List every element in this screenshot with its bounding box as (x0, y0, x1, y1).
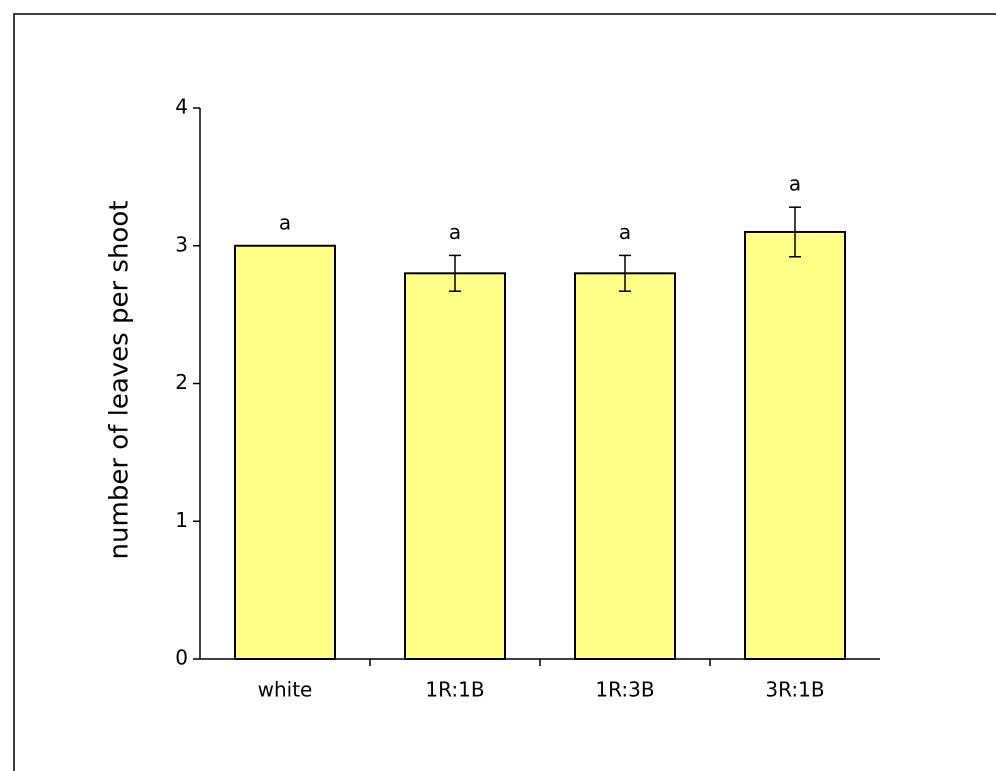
annotation: a (449, 220, 461, 244)
y-axis-title: number of leaves per shoot (105, 201, 135, 560)
x-tick-label: 1R:1B (425, 678, 484, 702)
y-tick-label: 2 (175, 370, 188, 394)
frame (13, 13, 996, 771)
y-tick-label: 3 (175, 232, 188, 256)
bar (574, 272, 676, 660)
y-tick-label: 0 (175, 646, 188, 670)
x-tick-label: white (258, 678, 313, 702)
y-tick-label: 4 (175, 95, 188, 119)
annotation: a (619, 220, 631, 244)
x-tick-label: 1R:3B (595, 678, 654, 702)
bar (744, 230, 846, 660)
bar (404, 272, 506, 660)
y-tick-label: 1 (175, 508, 188, 532)
x-tick-label: 3R:1B (765, 678, 824, 702)
annotation: a (789, 172, 801, 196)
annotation: a (279, 210, 291, 234)
bar (234, 244, 336, 660)
